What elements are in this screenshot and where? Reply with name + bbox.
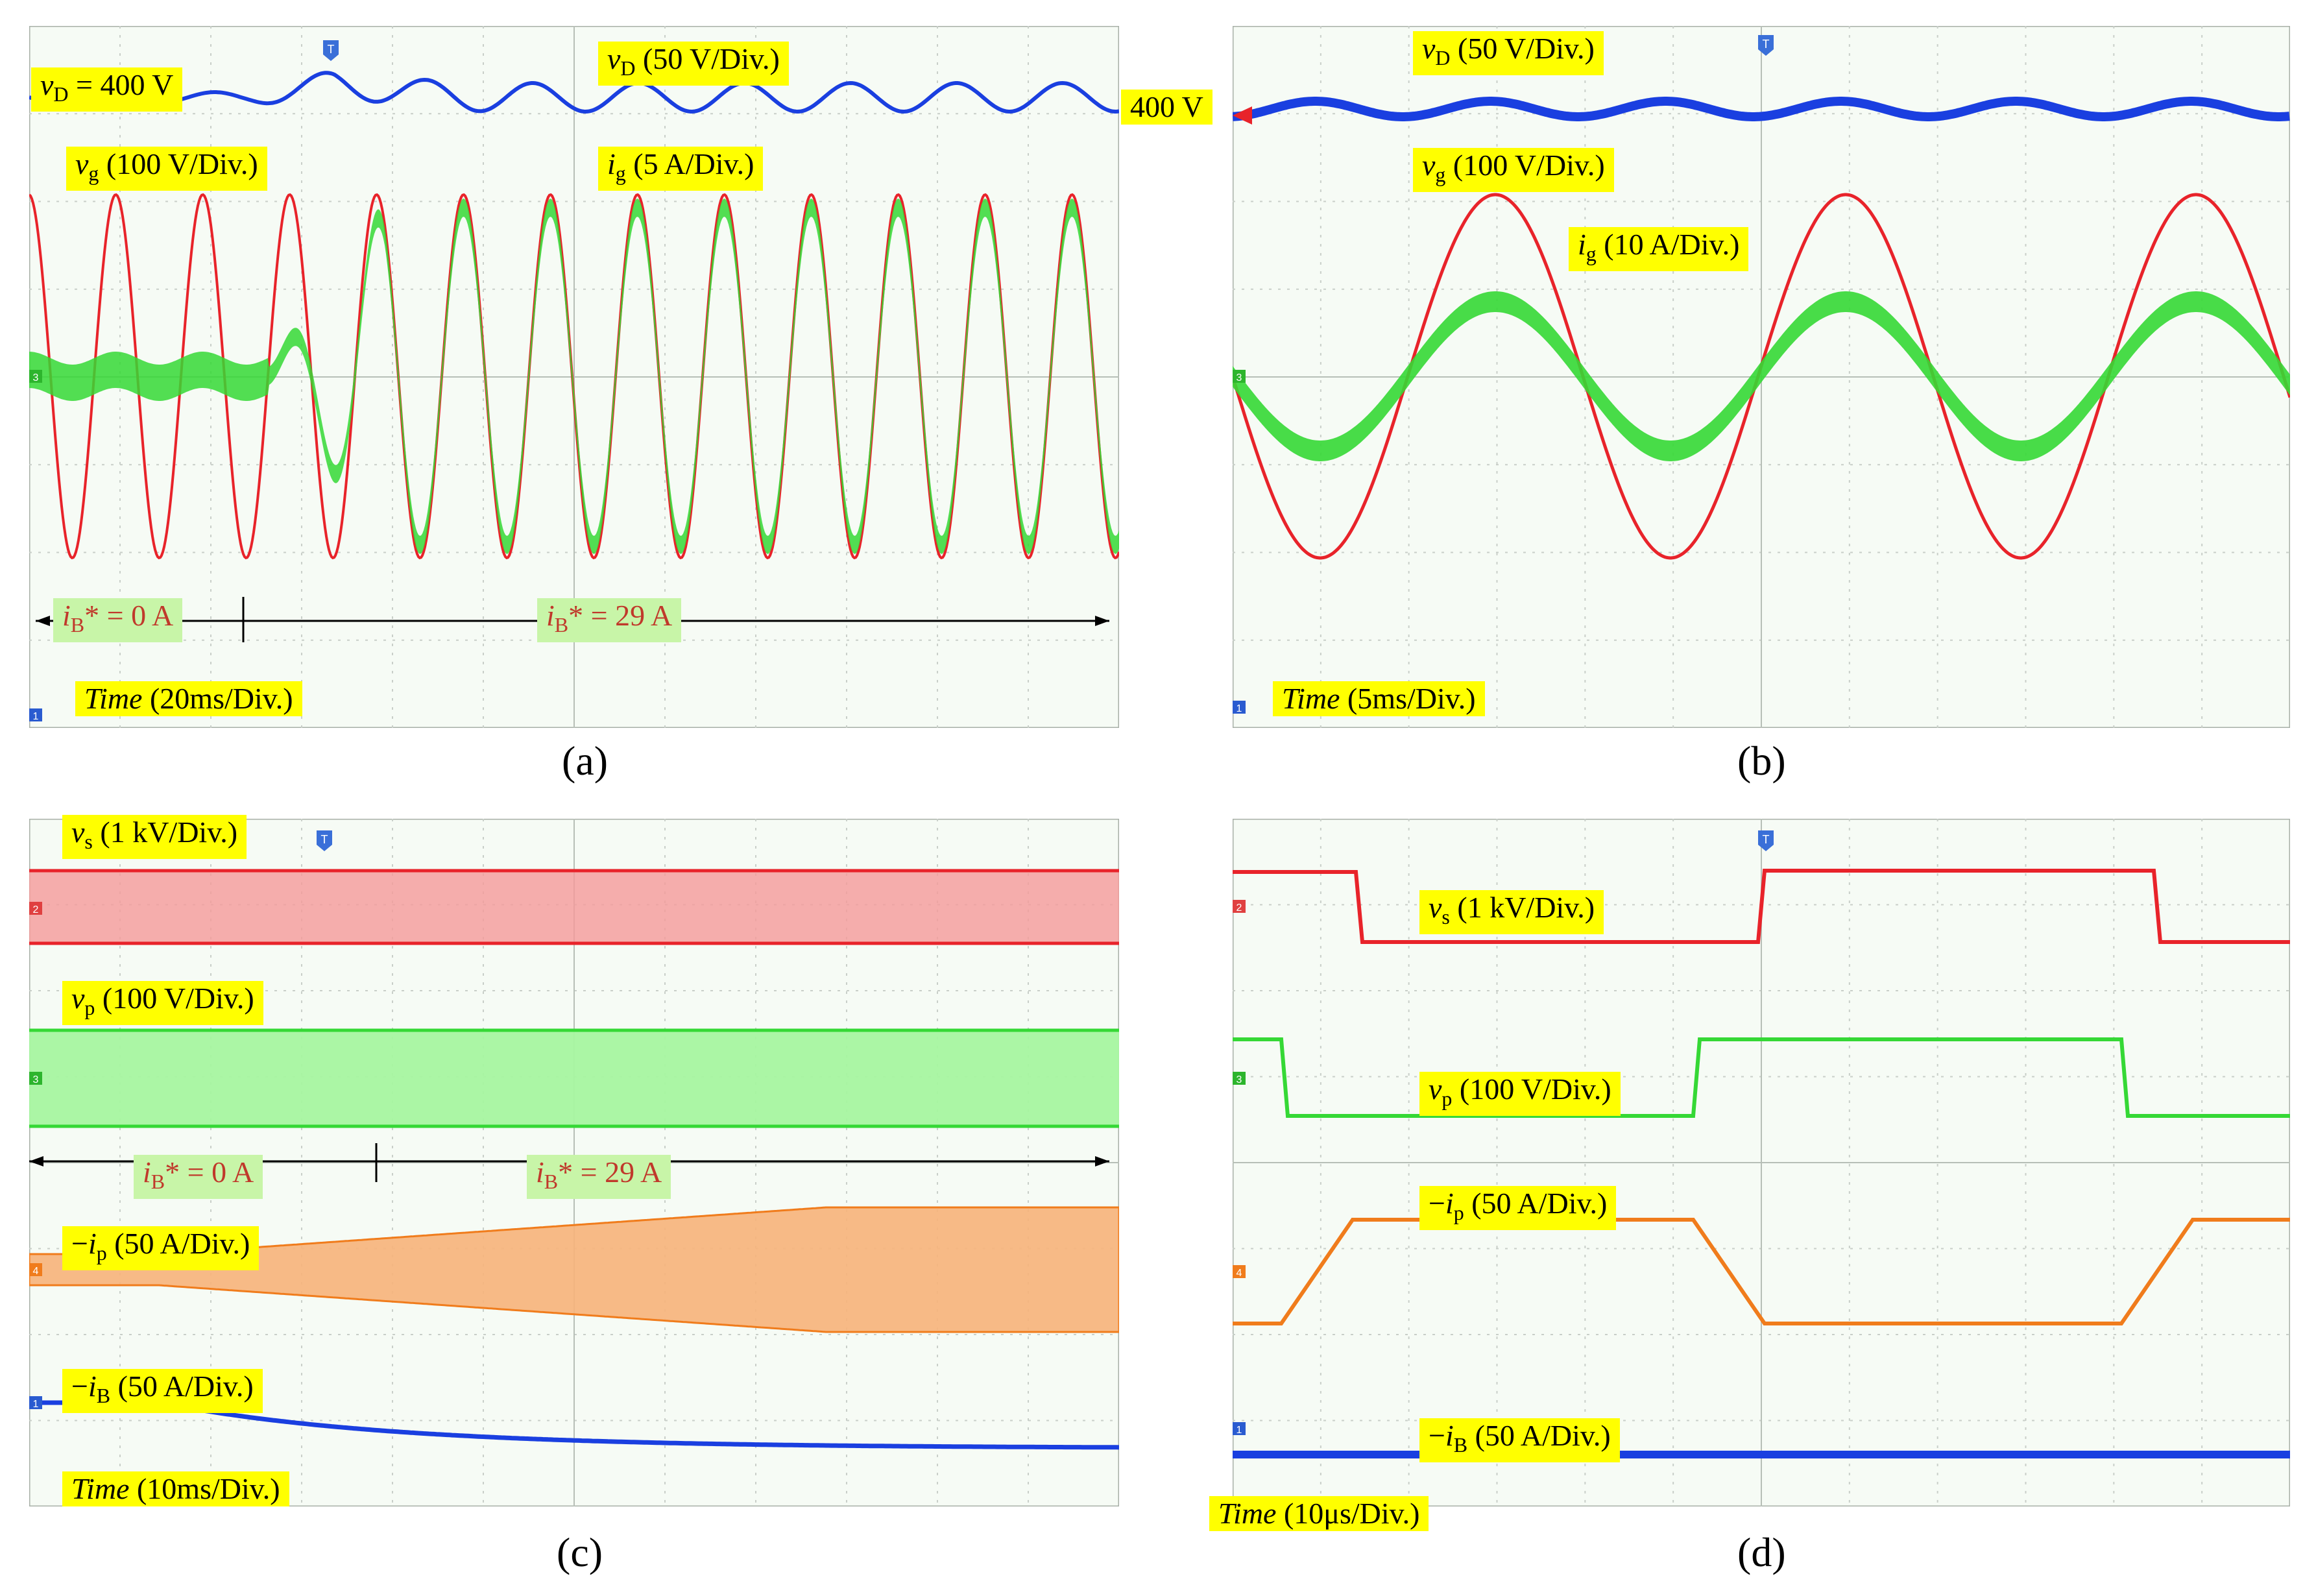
b-ch3-marker-text: 3 xyxy=(1236,372,1242,383)
d-vp-label: vp (100 V/Div.) xyxy=(1419,1072,1621,1117)
d-ch3-marker-text: 3 xyxy=(1236,1074,1242,1085)
panel-d-traces: T 2 3 4 1 xyxy=(1233,830,2290,1458)
a-vd-ref-label: vD = 400 V xyxy=(31,67,183,112)
c-ch3-marker xyxy=(29,1072,42,1085)
a-caption: (a) xyxy=(562,738,609,784)
b-trigger-marker xyxy=(1758,35,1774,56)
d-vs-trace xyxy=(1233,869,2290,944)
c-ib29-label: iB* = 29 A xyxy=(527,1155,671,1200)
c-trigger-marker-text: T xyxy=(321,833,328,846)
d-ch4-marker xyxy=(1233,1265,1246,1278)
c-ch1-marker xyxy=(29,1396,42,1409)
a-ig-trace xyxy=(29,199,1119,554)
c-ch4-marker-text: 4 xyxy=(33,1266,39,1277)
a-ch3-marker-text: 3 xyxy=(33,372,39,383)
d-ch1-marker-text: 1 xyxy=(1236,1425,1242,1436)
c-trigger-marker xyxy=(317,830,332,851)
c-vs-envelope xyxy=(29,871,1119,943)
d-ch2-marker-text: 2 xyxy=(1236,902,1242,913)
c-vs-label: vs (1 kV/Div.) xyxy=(62,815,247,860)
d-ch4-marker-text: 4 xyxy=(1236,1268,1242,1279)
a-ig-label: ig (5 A/Div.) xyxy=(598,147,764,191)
d-ip-label: −ip (50 A/Div.) xyxy=(1419,1186,1617,1231)
c-ch2-marker-text: 2 xyxy=(33,904,39,915)
d-time-label: Time (10μs/Div.) xyxy=(1209,1496,1429,1531)
c-ch3-marker-text: 3 xyxy=(33,1074,39,1085)
d-ch3-marker xyxy=(1233,1072,1246,1085)
panel-c-traces: T 2 3 4 1 xyxy=(29,830,1119,1450)
panel-d-scope: T 2 3 4 1 xyxy=(1233,819,2290,1506)
a-time-label: Time (20ms/Div.) xyxy=(75,681,302,716)
d-ip-trace xyxy=(1233,1218,2290,1325)
b-time-label: Time (5ms/Div.) xyxy=(1273,681,1485,716)
panel-d-grid xyxy=(1233,819,2290,1506)
a-ch1-marker-text: 1 xyxy=(33,711,39,722)
a-step-arrow-head-left xyxy=(36,616,50,626)
a-trigger-marker-text: T xyxy=(328,43,335,56)
b-vd-trace xyxy=(1233,97,2290,121)
d-ch2-marker xyxy=(1233,900,1246,913)
d-caption: (d) xyxy=(1737,1529,1786,1575)
c-step-arrow-head-right xyxy=(1095,1156,1109,1167)
d-ib-label: −iB (50 A/Div.) xyxy=(1419,1418,1620,1463)
b-ch3-marker xyxy=(1233,370,1246,383)
c-caption: (c) xyxy=(557,1529,603,1575)
d-trigger-marker-text: T xyxy=(1763,833,1770,846)
d-vs-label: vs (1 kV/Div.) xyxy=(1419,890,1604,935)
b-vd-label: vD (50 V/Div.) xyxy=(1413,31,1604,76)
a-trigger-marker xyxy=(323,40,339,61)
a-vd-trace xyxy=(29,71,1119,114)
b-ch1-marker-text: 1 xyxy=(1236,703,1242,714)
c-step-arrow-head-left xyxy=(29,1156,43,1167)
a-vg-label: vg (100 V/Div.) xyxy=(66,147,267,191)
a-ib0-label: iB* = 0 A xyxy=(53,598,183,643)
c-ch1-marker-text: 1 xyxy=(33,1399,39,1410)
a-ib29-label: iB* = 29 A xyxy=(537,598,682,643)
panel-b-traces: T 3 1 xyxy=(1233,35,2290,714)
c-ip-envelope xyxy=(29,1206,1119,1333)
c-ib-label: −iB (50 A/Div.) xyxy=(62,1369,263,1414)
a-ch1-marker xyxy=(29,708,42,721)
a-vd-label: vD (50 V/Div.) xyxy=(598,42,789,86)
b-caption: (b) xyxy=(1737,738,1786,784)
b-vg-label: vg (100 V/Div.) xyxy=(1413,148,1614,193)
c-ch2-marker xyxy=(29,902,42,915)
c-vp-envelope xyxy=(29,1030,1119,1126)
b-ig-label: ig (10 A/Div.) xyxy=(1569,227,1749,272)
d-ch1-marker xyxy=(1233,1422,1246,1435)
c-time-label: Time (10ms/Div.) xyxy=(62,1471,289,1506)
b-trigger-marker-text: T xyxy=(1763,38,1770,51)
c-ib0-label: iB* = 0 A xyxy=(134,1155,263,1200)
c-ip-label: −ip (50 A/Div.) xyxy=(62,1226,259,1271)
d-trigger-marker xyxy=(1758,830,1774,851)
c-vp-label: vp (100 V/Div.) xyxy=(62,981,263,1026)
b-ref-marker xyxy=(1233,106,1252,125)
a-step-arrow-head-right xyxy=(1095,616,1109,626)
panel-b-scope: T 3 1 xyxy=(1233,26,2290,728)
b-ch1-marker xyxy=(1233,701,1246,714)
a-ch3-marker xyxy=(29,370,42,383)
b-ig-trace xyxy=(1233,291,2290,461)
d-vp-trace xyxy=(1233,1037,2290,1118)
c-ch4-marker xyxy=(29,1263,42,1276)
b-ref-label: 400 V xyxy=(1121,90,1212,125)
